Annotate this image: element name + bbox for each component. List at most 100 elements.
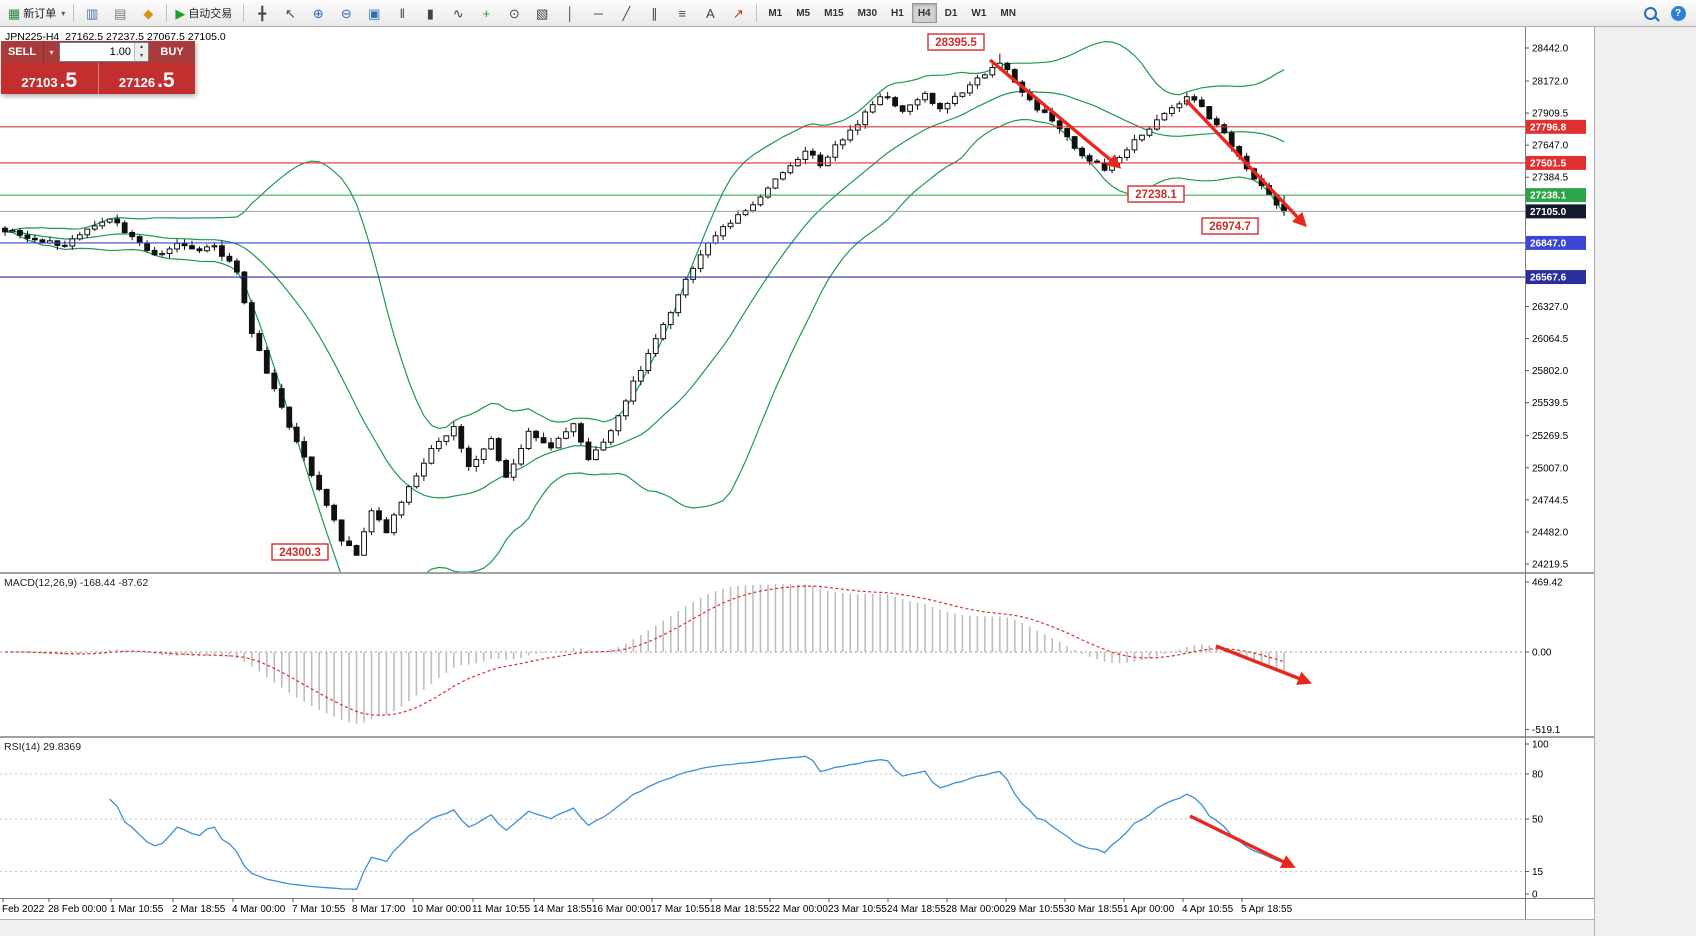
sell-button[interactable]: SELL — [1, 41, 43, 63]
new-order-icon: ▦ — [8, 5, 21, 21]
timeframe-mn[interactable]: MN — [1000, 7, 1016, 19]
toolbar-separator — [73, 4, 75, 22]
candlestick-chart-icon[interactable]: ▮ — [417, 2, 443, 24]
trend-arrow[interactable] — [1184, 98, 1307, 228]
volume-spinner: ▴ ▾ — [134, 43, 148, 61]
volume-increase-button[interactable]: ▴ — [135, 43, 148, 52]
trend-arrow[interactable] — [1215, 644, 1312, 686]
tile-windows-icon[interactable]: ▣ — [361, 2, 387, 24]
window-bottom-strip — [0, 919, 1594, 936]
channel-icon[interactable]: ∥ — [641, 2, 667, 24]
svg-text:27501.5: 27501.5 — [1530, 158, 1567, 169]
profiles-icon[interactable]: ▤ — [107, 2, 133, 24]
trendline-icon: ╱ — [622, 5, 631, 21]
volume-decrease-button[interactable]: ▾ — [135, 52, 148, 61]
svg-text:0: 0 — [1532, 890, 1538, 901]
templates-icon[interactable]: ▧ — [529, 2, 555, 24]
cursor-icon: ↖ — [284, 5, 296, 21]
timeframe-m5[interactable]: M5 — [796, 7, 811, 19]
svg-text:23 Mar 10:55: 23 Mar 10:55 — [828, 904, 887, 915]
svg-text:27238.1: 27238.1 — [1135, 189, 1177, 201]
timeframe-h4[interactable]: H4 — [911, 3, 937, 23]
horizontal-level-lines[interactable] — [0, 126, 1525, 278]
period-icon[interactable]: ⊙ — [501, 2, 527, 24]
one-click-trading-panel: SELL ▾ 1.00 ▴ ▾ BUY 27103 .5 27126 .5 — [1, 41, 195, 94]
price-annotation[interactable] — [1201, 217, 1259, 235]
symbol-ohlc-info: JPN225-H4 27162.5 27237.5 27067.5 27105.… — [5, 31, 226, 43]
price-annotation[interactable] — [927, 33, 985, 51]
rsi-indicator — [0, 755, 1525, 890]
text-icon: A — [705, 5, 715, 21]
sell-price-fraction: .5 — [59, 69, 78, 92]
timeframe-w1[interactable]: W1 — [971, 7, 987, 19]
tool-icons-group: ╋ ↖ ⊕ ⊖ ▣ ‖ ▮ ∿ + ⊙ ▧ │ ─ ╱ ∥ ≡ A ↗ — [248, 2, 752, 24]
timeframe-m30[interactable]: M30 — [857, 7, 878, 19]
svg-text:15: 15 — [1532, 867, 1544, 878]
volume-value: 1.00 — [109, 46, 131, 58]
crosshair-icon: ╋ — [258, 5, 267, 21]
svg-text:29 Mar 10:55: 29 Mar 10:55 — [1005, 904, 1064, 915]
buy-button[interactable]: BUY — [149, 41, 195, 63]
timeframe-m1[interactable]: M1 — [768, 7, 783, 19]
new-order-button[interactable]: ▦ 新订单 ▾ — [5, 2, 68, 24]
macd-indicator-label: MACD(12,26,9) -168.44 -87.62 — [4, 577, 149, 589]
zoom-out-icon[interactable]: ⊖ — [333, 2, 359, 24]
alerts-icon: ◆ — [143, 5, 154, 21]
timeframe-d1[interactable]: D1 — [944, 7, 958, 19]
text-icon[interactable]: A — [697, 2, 723, 24]
auto-trading-button[interactable]: ▶ 自动交易 — [172, 2, 238, 24]
bar-chart-icon[interactable]: ‖ — [389, 2, 415, 24]
hline-icon[interactable]: ─ — [585, 2, 611, 24]
price-annotation[interactable] — [1127, 185, 1185, 203]
fibonacci-icon[interactable]: ≡ — [669, 2, 695, 24]
svg-text:27909.5: 27909.5 — [1532, 109, 1569, 120]
buy-price-fraction: .5 — [157, 69, 175, 92]
trendline-icon[interactable]: ╱ — [613, 2, 639, 24]
alerts-icon[interactable]: ◆ — [135, 2, 161, 24]
line-chart-icon[interactable]: ∿ — [445, 2, 471, 24]
svg-text:26064.5: 26064.5 — [1532, 334, 1569, 345]
sell-options-dropdown[interactable]: ▾ — [43, 41, 59, 63]
toolbar-separator — [756, 4, 758, 22]
time-axis[interactable]: Feb 2022 28 Feb 00:00 1 Mar 10:55 2 Mar 18:… — [0, 898, 1594, 915]
svg-text:25007.0: 25007.0 — [1532, 463, 1569, 474]
svg-text:14 Mar 18:55: 14 Mar 18:55 — [533, 904, 592, 915]
search-icon[interactable] — [1637, 2, 1663, 24]
svg-text:25269.5: 25269.5 — [1532, 431, 1569, 442]
arrows-icon[interactable]: ↗ — [725, 2, 751, 24]
toolbar-separator — [166, 4, 168, 22]
zoom-in-icon[interactable]: ⊕ — [305, 2, 331, 24]
svg-text:25802.0: 25802.0 — [1532, 366, 1569, 377]
price-axis[interactable]: 28442.0 28172.0 27909.5 27647.0 27384.5 26327… — [1525, 26, 1586, 920]
volume-input[interactable]: 1.00 ▴ ▾ — [59, 42, 149, 62]
annotations[interactable]: 28395.5 27238.1 26974.7 24300.3 — [271, 33, 1312, 869]
vline-icon[interactable]: │ — [557, 2, 583, 24]
cursor-icon[interactable]: ↖ — [277, 2, 303, 24]
svg-text:7 Mar 10:55: 7 Mar 10:55 — [292, 904, 346, 915]
price-annotation[interactable] — [271, 543, 329, 561]
svg-text:24744.5: 24744.5 — [1532, 495, 1569, 506]
toolbar: ▦ 新订单 ▾ ▥ ▤ ◆ ▶ 自动交易 ╋ ↖ ⊕ ⊖ ▣ ‖ ▮ ∿ + ⊙ ▧ │ ─ ╱ ∥ ≡ A ↗ M1… — [0, 0, 1696, 27]
buy-price[interactable]: 27126 .5 — [99, 63, 196, 94]
svg-text:28 Feb 00:00: 28 Feb 00:00 — [48, 904, 107, 915]
indicators-icon[interactable]: + — [473, 2, 499, 24]
line-chart-icon: ∿ — [452, 5, 464, 21]
svg-text:26567.6: 26567.6 — [1530, 273, 1567, 284]
timeframe-m15[interactable]: M15 — [824, 7, 844, 19]
svg-text:2 Mar 18:55: 2 Mar 18:55 — [172, 904, 226, 915]
crosshair-icon[interactable]: ╋ — [249, 2, 275, 24]
trend-arrow[interactable] — [988, 58, 1122, 169]
help-icon[interactable]: ? — [1665, 2, 1691, 24]
chart-window — [0, 26, 1696, 936]
buy-price-main: 27126 — [118, 75, 156, 90]
tile-windows-icon: ▣ — [368, 5, 381, 21]
templates-icon: ▧ — [536, 5, 549, 21]
svg-text:5 Apr 18:55: 5 Apr 18:55 — [1241, 904, 1293, 915]
svg-text:Feb 2022: Feb 2022 — [2, 904, 45, 915]
svg-text:27796.8: 27796.8 — [1530, 122, 1567, 133]
timeframe-h1[interactable]: H1 — [891, 7, 904, 19]
charts-grid-icon[interactable]: ▥ — [79, 2, 105, 24]
sell-price[interactable]: 27103 .5 — [1, 63, 99, 94]
trend-arrow[interactable] — [1189, 814, 1296, 869]
